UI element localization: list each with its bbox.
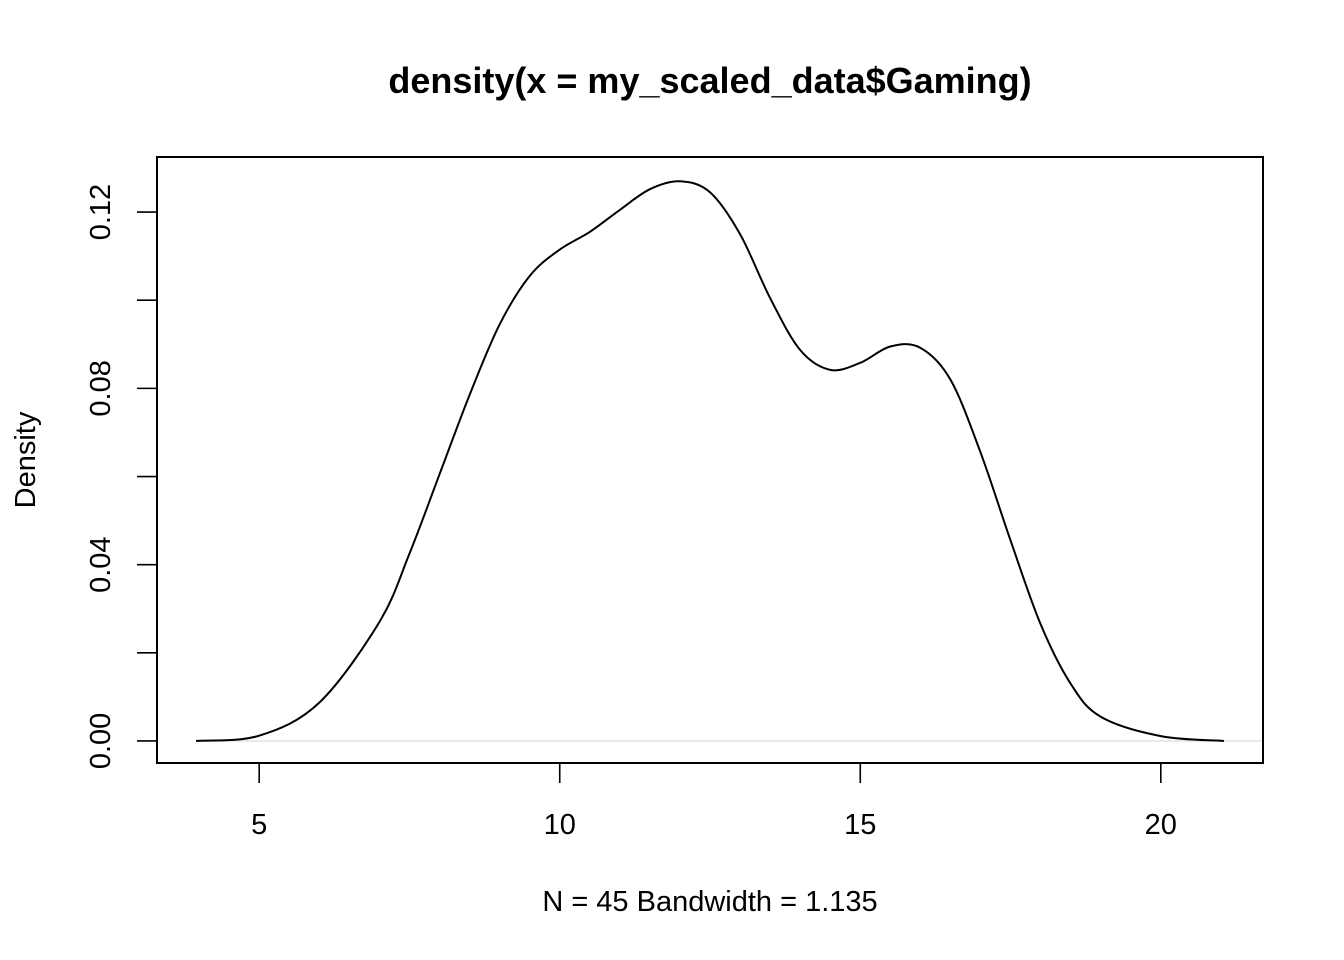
density-curve <box>195 180 1225 742</box>
x-axis-label: N = 45 Bandwidth = 1.135 <box>542 886 877 918</box>
x-tick-label: 5 <box>251 809 267 841</box>
plot-frame <box>156 156 1264 764</box>
y-tick-label: 0.00 <box>85 713 117 769</box>
y-axis-ticks: 0.00 0.04 0.08 0.12 <box>85 184 157 769</box>
x-tick-label: 10 <box>544 809 576 841</box>
chart-title: density(x = my_scaled_data$Gaming) <box>388 60 1031 101</box>
x-tick-label: 20 <box>1145 809 1177 841</box>
y-tick-label: 0.12 <box>85 184 117 240</box>
y-axis-label: Density <box>10 411 42 508</box>
y-tick-label: 0.04 <box>85 536 117 592</box>
x-tick-label: 15 <box>844 809 876 841</box>
y-tick-label: 0.08 <box>85 360 117 416</box>
x-axis-ticks: 5 10 15 20 <box>251 763 1177 841</box>
